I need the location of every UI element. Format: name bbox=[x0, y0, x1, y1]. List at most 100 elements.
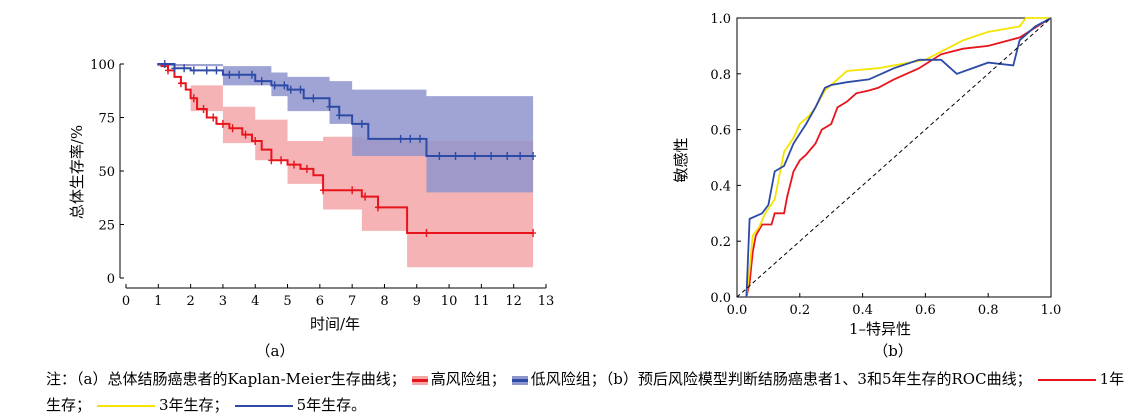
legend-line-1yr bbox=[1037, 379, 1096, 381]
caption-prefix: 注：（a）总体结肠癌患者的Kaplan-Meier生存曲线； bbox=[46, 370, 406, 388]
km-censor-mark-high bbox=[423, 229, 430, 238]
km-x-tick-label: 7 bbox=[348, 294, 356, 309]
km-censor-mark-low bbox=[236, 70, 243, 79]
roc-y-tick-label: 0.2 bbox=[710, 235, 731, 250]
km-censor-mark-high bbox=[375, 203, 381, 212]
km-censor-mark-low bbox=[190, 66, 197, 75]
km-censor-mark-high bbox=[242, 130, 249, 139]
roc-axes: 0.0 0.2 0.4 0.6 0.8 1.0 0.0 0.2 0.4 0.6 0.8 1.0 bbox=[710, 12, 1061, 318]
km-censor-mark-low bbox=[310, 94, 317, 103]
km-censor-mark-low bbox=[452, 152, 459, 161]
roc-panel-label: （b） bbox=[873, 342, 913, 360]
caption-low-label: 低风险组；（b）预后风险模型判断结肠癌患者1、3和5年生存的ROC曲线； bbox=[530, 370, 1032, 388]
km-band-low bbox=[157, 64, 534, 193]
km-censor-mark-high bbox=[349, 186, 356, 195]
km-panel-label: （a） bbox=[256, 342, 295, 360]
km-censor-mark-low bbox=[488, 152, 495, 161]
km-censor-mark-low bbox=[281, 81, 288, 90]
km-censor-mark-low bbox=[213, 66, 220, 75]
km-censor-mark-high bbox=[530, 229, 537, 238]
km-x-tick-label: 10 bbox=[441, 294, 458, 309]
roc-y-tick-label: 1.0 bbox=[710, 12, 731, 27]
caption-yr1-label: 1年生存； bbox=[46, 370, 1125, 414]
km-censor-mark-low bbox=[203, 66, 210, 75]
km-censor-mark-low bbox=[249, 70, 255, 79]
legend-line-3yr bbox=[97, 405, 156, 407]
km-censor-mark-high bbox=[252, 137, 259, 146]
roc-x-tick-label: 0.4 bbox=[852, 303, 873, 318]
km-censor-mark-low bbox=[504, 152, 511, 161]
km-censor-mark-high bbox=[190, 94, 197, 103]
km-censor-mark-low bbox=[226, 70, 233, 79]
roc-x-axis-label: 1–特异性 bbox=[849, 320, 911, 338]
roc-x-tick-label: 0.0 bbox=[727, 303, 748, 318]
km-censor-mark-high bbox=[177, 79, 184, 88]
km-censor-mark-high bbox=[210, 113, 217, 122]
roc-y-tick-label: 0.4 bbox=[710, 179, 731, 194]
km-censor-mark-low bbox=[171, 64, 178, 73]
km-y-tick-label: 50 bbox=[98, 165, 115, 180]
km-censor-mark-low bbox=[530, 152, 537, 161]
km-censor-mark-low bbox=[471, 152, 478, 161]
km-censor-mark-low bbox=[181, 64, 188, 73]
roc-y-axis-label: 敏感性 bbox=[672, 137, 690, 182]
roc-y-tick-label: 0.0 bbox=[710, 291, 731, 306]
km-censor-mark-low bbox=[417, 134, 423, 143]
km-x-tick-label: 8 bbox=[380, 294, 388, 309]
km-x-tick-label: 9 bbox=[413, 294, 421, 309]
km-censor-mark-high bbox=[303, 164, 310, 173]
km-censor-mark-low bbox=[336, 111, 343, 120]
km-censor-mark-high bbox=[362, 192, 369, 201]
km-x-tick-label: 1 bbox=[154, 294, 162, 309]
caption-high-label: 高风险组； bbox=[430, 370, 506, 388]
km-censor-mark-low bbox=[271, 81, 278, 90]
km-censor-mark-high bbox=[229, 124, 236, 133]
roc-y-tick-label: 0.8 bbox=[710, 68, 731, 83]
km-censor-mark-low bbox=[161, 60, 168, 68]
km-censor-mark-low bbox=[397, 134, 404, 143]
legend-swatch-high bbox=[411, 375, 428, 385]
km-censor-mark-low bbox=[407, 134, 414, 143]
km-survival-curves bbox=[157, 60, 537, 238]
km-censor-mark-low bbox=[287, 85, 294, 94]
km-censor-mark-high bbox=[320, 186, 327, 195]
km-censor-mark-low bbox=[358, 119, 365, 128]
roc-x-tick-label: 1.0 bbox=[1041, 303, 1062, 318]
km-x-tick-label: 6 bbox=[316, 294, 324, 309]
km-y-tick-label: 100 bbox=[90, 58, 115, 73]
km-curve-low bbox=[157, 63, 534, 158]
km-x-tick-label: 5 bbox=[283, 294, 291, 309]
roc-curve-yr1 bbox=[745, 17, 1052, 298]
km-confidence-bands bbox=[157, 64, 534, 268]
roc-curve-yr3 bbox=[745, 17, 1051, 298]
km-y-tick-label: 75 bbox=[98, 112, 115, 127]
km-censor-mark-high bbox=[291, 160, 297, 169]
km-x-tick-label: 11 bbox=[473, 294, 490, 309]
km-censor-mark-high bbox=[278, 156, 285, 165]
km-x-tick-label: 13 bbox=[538, 294, 555, 309]
km-censor-mark-high bbox=[165, 66, 171, 75]
km-censor-mark-high bbox=[219, 119, 226, 128]
legend-swatch-low bbox=[511, 375, 528, 385]
km-censor-mark-low bbox=[258, 77, 265, 86]
roc-y-tick-label: 0.6 bbox=[710, 124, 731, 139]
km-censor-mark-low bbox=[297, 85, 304, 94]
roc-x-tick-label: 0.6 bbox=[915, 303, 936, 318]
caption-yr5-label: 5年生存。 bbox=[296, 396, 367, 414]
roc-curves bbox=[736, 17, 1052, 298]
km-censor-mark-high bbox=[200, 104, 207, 113]
km-censor-mark-low bbox=[326, 102, 333, 111]
roc-chart: 0.0 0.2 0.4 0.6 0.8 1.0 0.0 0.2 0.4 0.6 0.8 1.0 1–特… bbox=[672, 12, 1061, 360]
km-y-tick-label: 25 bbox=[98, 219, 115, 234]
roc-x-tick-label: 0.8 bbox=[978, 303, 999, 318]
km-band-high bbox=[157, 64, 534, 268]
km-x-axis-label: 时间/年 bbox=[310, 315, 360, 333]
roc-plot-frame bbox=[736, 17, 1052, 298]
legend-line-5yr bbox=[234, 405, 293, 407]
km-y-tick-label: 0 bbox=[107, 272, 115, 287]
km-x-tick-label: 0 bbox=[122, 294, 130, 309]
km-censor-mark-high bbox=[268, 156, 275, 165]
km-censor-mark-low bbox=[436, 152, 443, 161]
